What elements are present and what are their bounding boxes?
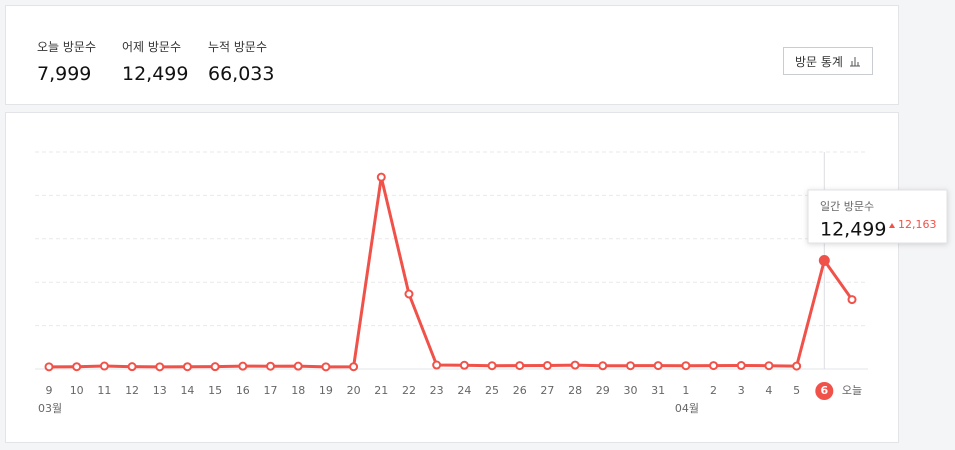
data-point: [598, 361, 608, 371]
x-tick-label: 23: [430, 384, 444, 397]
data-point: [487, 361, 497, 371]
x-tick-label: 24: [457, 384, 471, 397]
data-point: [432, 360, 442, 370]
series-line: [48, 175, 854, 369]
x-tick-label: 31: [651, 384, 665, 397]
data-point: [376, 172, 386, 182]
x-tick-label: 6: [820, 384, 828, 397]
stat: 누적 방문수 66,033: [208, 38, 274, 85]
x-tick-label: 19: [319, 384, 333, 397]
x-tick-label: 30: [623, 384, 637, 397]
x-tick-label: 27: [540, 384, 554, 397]
data-point: [127, 362, 137, 372]
data-point: [792, 361, 802, 371]
stat-value: 66,033: [208, 63, 275, 85]
tooltip-box: [807, 189, 948, 244]
data-point: [625, 361, 635, 371]
data-point: [293, 361, 303, 371]
data-point: [459, 360, 469, 370]
data-point: [515, 361, 525, 371]
tooltip-title: 일간 방문수: [820, 199, 874, 213]
data-point: [182, 362, 192, 372]
x-tick-label: 11: [97, 384, 111, 397]
button-label: 방문 통계: [795, 54, 843, 69]
x-tick-label: 28: [568, 384, 582, 397]
data-point: [709, 361, 719, 371]
data-point: [404, 289, 414, 299]
x-tick-label: 17: [264, 384, 278, 397]
stats-button[interactable]: 방문 통계: [783, 47, 873, 75]
x-tick-label: 29: [596, 384, 610, 397]
up-arrow: [889, 223, 895, 228]
x-tick-label: 1: [682, 384, 689, 397]
tooltip-change: 12,163: [898, 218, 937, 231]
tooltip: 일간 방문수 12,499 12,163: [807, 189, 948, 244]
data-point: [570, 360, 580, 370]
x-tick-label: 2: [710, 384, 717, 397]
data-point: [847, 295, 857, 305]
x-tick-label: 5: [793, 384, 800, 397]
data-point: [210, 362, 220, 372]
month-label: 04월: [675, 402, 699, 415]
data-point: [681, 361, 691, 371]
data-point: [155, 362, 165, 372]
x-tick-label: 26: [513, 384, 527, 397]
summary-card: 오늘 방문수 7,999 어제 방문수 12,499 누적 방문수 66,033 방문…: [5, 5, 899, 105]
data-point: [736, 361, 746, 371]
icon: [849, 56, 860, 66]
x-tick-label: 14: [180, 384, 194, 397]
stat-label: 어제 방문수: [122, 40, 182, 54]
tooltip-value: 12,499: [820, 219, 886, 241]
highlight-badge: [815, 382, 834, 400]
x-tick-label: 3: [738, 384, 745, 397]
x-tick-label: 12: [125, 384, 139, 397]
stat: 오늘 방문수 7,999: [37, 38, 96, 85]
x-tick-label: 10: [70, 384, 84, 397]
month-label: 03월: [38, 402, 62, 415]
data-point: [321, 362, 331, 372]
data-point: [99, 361, 109, 371]
data-point: [238, 361, 248, 371]
stat-value: 7,999: [37, 63, 92, 85]
x-tick-label: 25: [485, 384, 499, 397]
data-point: [266, 361, 276, 371]
x-tick-label: 22: [402, 384, 416, 397]
x-tick-label: 21: [374, 384, 388, 397]
x-tick-label: 4: [765, 384, 772, 397]
x-tick-label: 9: [46, 384, 53, 397]
x-tick-label: 16: [236, 384, 250, 397]
x-tick-label: 18: [291, 384, 305, 397]
chart-card: [5, 112, 899, 443]
data-point: [653, 361, 663, 371]
x-tick-label: 13: [153, 384, 167, 397]
x-tick-label: 오늘: [842, 384, 862, 397]
stat: 어제 방문수 12,499: [122, 38, 188, 85]
stat-value: 12,499: [122, 63, 189, 85]
data-point: [72, 362, 82, 372]
stat-label: 누적 방문수: [208, 40, 268, 54]
data-point: [44, 362, 54, 372]
data-point: [764, 361, 774, 371]
stat-label: 오늘 방문수: [37, 40, 97, 54]
x-tick-label: 15: [208, 384, 222, 397]
x-tick-label: 20: [347, 384, 361, 397]
data-point: [818, 255, 830, 267]
data-point: [542, 361, 552, 371]
data-point: [349, 362, 359, 372]
